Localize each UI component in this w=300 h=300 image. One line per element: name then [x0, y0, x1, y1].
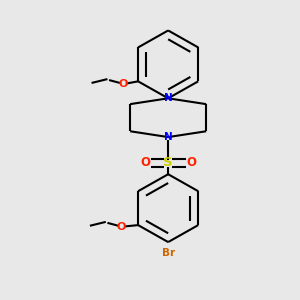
Text: S: S [164, 156, 173, 170]
Text: O: O [118, 79, 128, 89]
Text: N: N [164, 93, 172, 103]
Text: N: N [164, 132, 172, 142]
Text: Br: Br [162, 248, 175, 258]
Text: O: O [186, 156, 196, 170]
Text: O: O [140, 156, 150, 170]
Text: O: O [117, 222, 126, 232]
